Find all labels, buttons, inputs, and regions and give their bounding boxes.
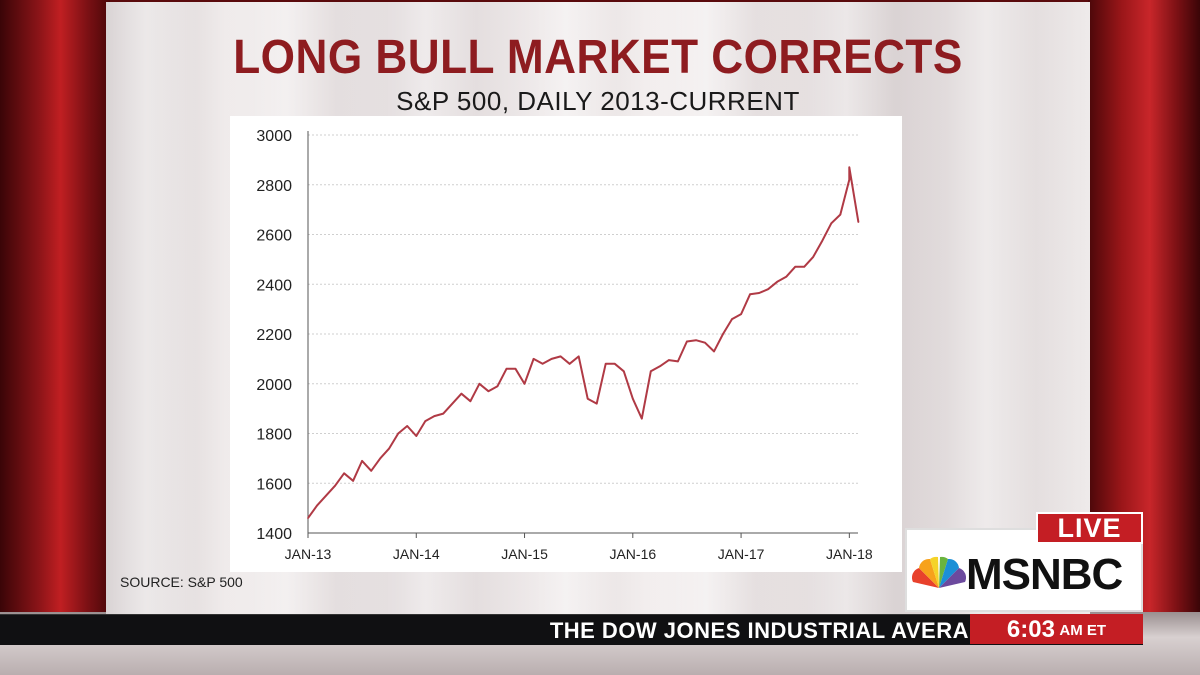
- data-point: [406, 425, 408, 427]
- y-tick-label: 2800: [256, 178, 292, 195]
- x-tick-label: JAN-17: [718, 546, 765, 562]
- data-point: [316, 504, 318, 507]
- data-point: [668, 359, 670, 361]
- data-point: [550, 358, 553, 360]
- data-point: [722, 333, 724, 335]
- data-point: [307, 517, 309, 519]
- background-left: [0, 0, 110, 675]
- data-point: [577, 355, 580, 358]
- data-point: [650, 370, 652, 373]
- data-point: [740, 313, 742, 315]
- data-point: [424, 420, 427, 422]
- news-ticker: THE DOW JONES INDUSTRIAL AVERA: [0, 614, 1143, 645]
- clock-box: 6:03 AM ET: [970, 614, 1143, 644]
- data-point: [334, 484, 336, 487]
- clock-time: 6:03: [1006, 616, 1055, 643]
- data-point: [695, 339, 697, 341]
- peacock-logo-icon: [912, 556, 966, 588]
- data-point: [704, 341, 706, 344]
- clock-suffix: AM ET: [1059, 622, 1107, 639]
- data-point: [397, 432, 399, 435]
- data-point: [532, 358, 535, 360]
- data-point: [677, 360, 679, 363]
- data-point: [812, 256, 814, 258]
- data-point: [794, 266, 796, 268]
- data-point: [559, 355, 562, 358]
- live-badge: LIVE: [1036, 512, 1143, 544]
- data-point: [568, 363, 571, 365]
- data-point: [731, 318, 733, 320]
- data-point: [767, 288, 769, 290]
- data-point: [514, 368, 517, 370]
- x-tick-label: JAN-13: [285, 546, 332, 562]
- data-point: [776, 281, 778, 283]
- source-label: SOURCE: S&P 500: [120, 574, 243, 590]
- data-point: [433, 415, 436, 417]
- data-point: [604, 363, 607, 365]
- data-point: [713, 350, 715, 353]
- data-point: [361, 460, 363, 462]
- y-tick-label: 1600: [256, 476, 292, 493]
- y-tick-label: 2000: [256, 377, 292, 394]
- series-line: [307, 166, 860, 519]
- data-point: [830, 222, 833, 225]
- y-tick-label: 3000: [256, 128, 292, 145]
- data-point: [415, 435, 418, 437]
- data-point: [469, 400, 472, 403]
- data-point: [632, 397, 634, 400]
- y-tick-label: 2200: [256, 327, 292, 344]
- y-tick-label: 1400: [256, 526, 292, 543]
- data-point: [496, 385, 499, 388]
- data-point: [487, 390, 490, 393]
- chart-subtitle: S&P 500, DAILY 2013-CURRENT: [396, 86, 800, 116]
- data-point: [442, 412, 445, 415]
- data-point: [352, 480, 354, 482]
- y-tick-label: 2400: [256, 277, 292, 294]
- data-point: [821, 239, 824, 242]
- data-point: [343, 472, 345, 475]
- data-point: [758, 292, 760, 294]
- x-tick-label: JAN-15: [501, 546, 548, 562]
- x-tick-label: JAN-16: [609, 546, 656, 562]
- chart-title: LONG BULL MARKET CORRECTS: [233, 31, 963, 84]
- data-point: [388, 447, 390, 450]
- data-point: [623, 370, 625, 373]
- line-chart: 1400 1600 1800 2000 2200 2400 2600 2800 3000 JAN-…: [256, 128, 873, 562]
- graphic-panel: LONG BULL MARKET CORRECTS S&P 500, DAILY…: [106, 2, 1090, 614]
- data-point: [379, 457, 381, 460]
- x-tick-label: JAN-14: [393, 546, 440, 562]
- data-point: [595, 402, 598, 405]
- data-point: [325, 494, 327, 497]
- data-point: [523, 383, 526, 385]
- data-point: [586, 397, 589, 400]
- data-point: [839, 213, 842, 216]
- y-tick-label: 2600: [256, 228, 292, 245]
- ticker-text: THE DOW JONES INDUSTRIAL AVERA: [549, 618, 969, 643]
- data-point: [686, 340, 688, 343]
- chart-area: 1400 1600 1800 2000 2200 2400 2600 2800 3000 JAN-…: [230, 116, 902, 572]
- data-point: [505, 368, 508, 370]
- data-point: [641, 417, 643, 420]
- data-point: [541, 363, 544, 365]
- data-point: [857, 221, 860, 223]
- data-point: [460, 392, 463, 395]
- data-point: [803, 266, 805, 268]
- data-point: [785, 276, 787, 278]
- data-point: [848, 179, 851, 181]
- data-point: [478, 383, 481, 385]
- data-point: [614, 363, 616, 365]
- network-name: MSNBC: [966, 550, 1123, 599]
- y-tick-label: 1800: [256, 427, 292, 444]
- data-point: [451, 402, 454, 405]
- data-point: [659, 365, 661, 368]
- data-point: [749, 293, 751, 295]
- data-point: [370, 470, 372, 472]
- data-point: [848, 166, 851, 169]
- x-tick-label: JAN-18: [826, 546, 873, 562]
